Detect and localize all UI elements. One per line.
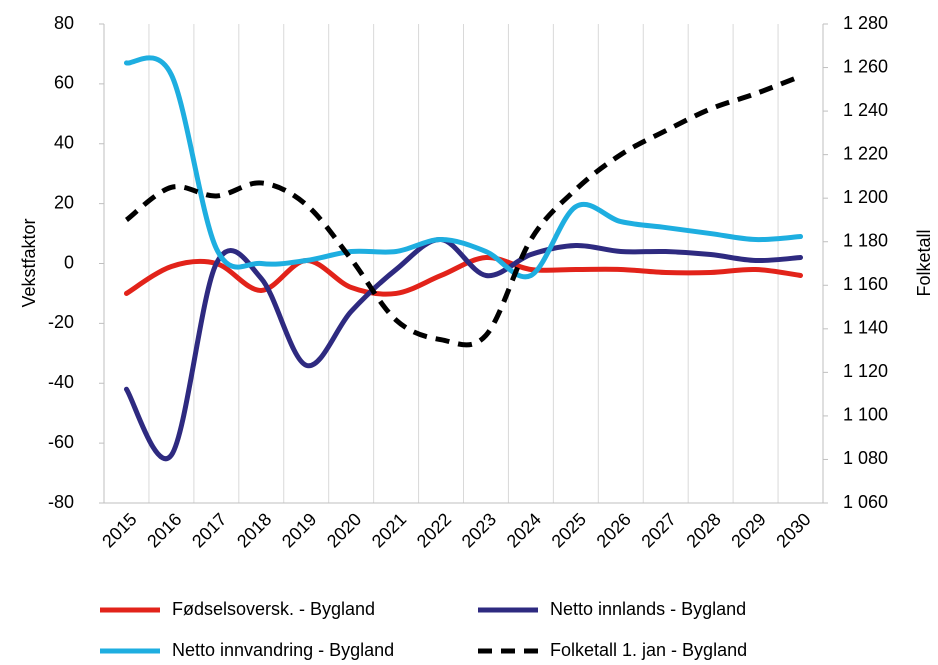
y-tick-label: -80 — [48, 492, 74, 512]
y-tick-label: 60 — [54, 73, 74, 93]
y-tick-label: 40 — [54, 133, 74, 153]
x-tick-label: 2023 — [458, 509, 500, 551]
y2-tick-label: 1 280 — [843, 13, 888, 33]
x-tick-label: 2021 — [368, 509, 410, 551]
x-tick-label: 2015 — [98, 509, 140, 551]
x-tick-label: 2017 — [188, 509, 230, 551]
series-line — [124, 73, 802, 348]
y2-tick-label: 1 100 — [843, 405, 888, 425]
y-axis-title: Vekstfaktor — [19, 218, 39, 307]
y-tick-label: -60 — [48, 432, 74, 452]
x-tick-label: 2028 — [682, 509, 724, 551]
y2-tick-label: 1 120 — [843, 361, 888, 381]
y2-axis-title: Folketall — [914, 229, 934, 296]
y2-tick-label: 1 080 — [843, 448, 888, 468]
y2-tick-label: 1 200 — [843, 187, 888, 207]
x-tick-label: 2030 — [772, 509, 814, 551]
y-tick-label: -20 — [48, 312, 74, 332]
x-tick-label: 2019 — [278, 509, 320, 551]
series-line — [123, 55, 804, 280]
y-tick-label: -40 — [48, 372, 74, 392]
x-tick-label: 2027 — [637, 509, 679, 551]
series-line — [123, 255, 804, 297]
y2-tick-label: 1 060 — [843, 492, 888, 512]
y-tick-label: 80 — [54, 13, 74, 33]
y2-tick-label: 1 240 — [843, 100, 888, 120]
y2-tick-label: 1 140 — [843, 318, 888, 338]
legend-label: Netto innvandring - Bygland — [172, 640, 394, 660]
legend-label: Netto innlands - Bygland — [550, 599, 746, 619]
legend-label: Folketall 1. jan - Bygland — [550, 640, 747, 660]
x-tick-label: 2016 — [143, 509, 185, 551]
legend-label: Fødselsoversk. - Bygland — [172, 599, 375, 619]
x-tick-label: 2026 — [593, 509, 635, 551]
x-tick-label: 2022 — [413, 509, 455, 551]
y2-tick-label: 1 220 — [843, 143, 888, 163]
y2-tick-label: 1 180 — [843, 230, 888, 250]
x-tick-label: 2025 — [548, 509, 590, 551]
x-tick-label: 2024 — [503, 509, 545, 551]
y2-tick-label: 1 160 — [843, 274, 888, 294]
y-tick-label: 20 — [54, 192, 74, 212]
x-tick-label: 2018 — [233, 509, 275, 551]
y2-tick-label: 1 260 — [843, 56, 888, 76]
y-tick-label: 0 — [64, 252, 74, 272]
x-tick-label: 2020 — [323, 509, 365, 551]
x-tick-label: 2029 — [727, 509, 769, 551]
